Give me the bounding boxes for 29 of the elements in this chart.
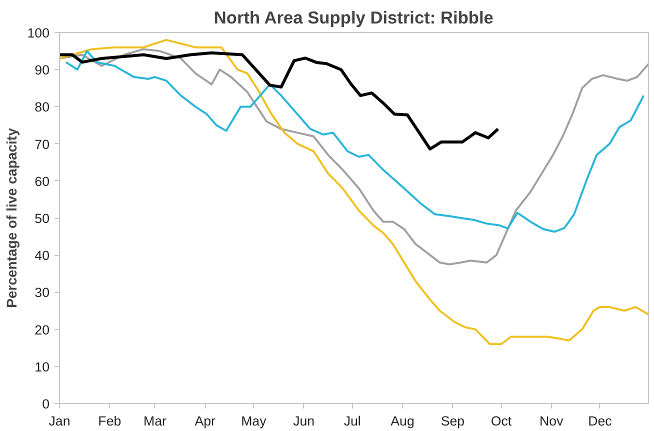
x-tick-label: Oct [490,414,512,428]
y-axis-title: Percentage of live capacity [3,128,20,308]
y-tick-label: 80 [34,100,50,115]
x-tick-label: Aug [390,414,414,428]
y-tick-label: 70 [34,136,50,152]
y-tick-label: 100 [27,26,50,40]
x-tick-label: Apr [194,414,216,428]
x-tick-label: Jul [344,414,361,428]
y-tick-label: 30 [34,285,50,300]
chart-title: North Area Supply District: Ribble [214,8,494,28]
x-tick-label: Dec [588,414,612,428]
line-series [60,48,648,266]
y-tick-label: 60 [34,174,50,189]
x-tick-label: Mar [143,414,168,428]
y-tick-label: 40 [34,248,50,264]
line-series [64,50,645,233]
y-tick-label: 50 [34,211,50,226]
line-series [60,38,648,346]
x-tick-label: Nov [540,414,564,428]
x-tick-label: Jan [48,414,70,428]
y-tick-label: 90 [34,62,50,78]
y-tick-label: 0 [42,396,50,412]
y-tick-label: 20 [34,322,50,338]
x-tick-label: May [241,414,267,428]
x-tick-label: Feb [98,414,122,428]
line-series [60,51,500,150]
x-tick-label: Sep [440,414,465,428]
x-tick-label: Jun [293,414,315,428]
y-tick-label: 10 [34,359,50,374]
